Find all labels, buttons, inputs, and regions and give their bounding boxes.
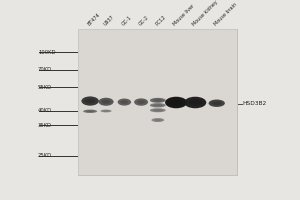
Text: Mouse liver: Mouse liver bbox=[172, 4, 196, 27]
Text: 100KD: 100KD bbox=[38, 50, 56, 55]
Ellipse shape bbox=[98, 98, 114, 106]
Text: 55KD: 55KD bbox=[38, 85, 52, 90]
Text: 40KD: 40KD bbox=[38, 108, 52, 113]
Ellipse shape bbox=[153, 109, 163, 111]
Ellipse shape bbox=[85, 99, 95, 103]
Ellipse shape bbox=[103, 110, 110, 112]
Text: GC-1: GC-1 bbox=[121, 15, 133, 27]
Ellipse shape bbox=[81, 96, 99, 106]
FancyBboxPatch shape bbox=[78, 29, 238, 175]
Ellipse shape bbox=[83, 110, 97, 113]
Text: 70KD: 70KD bbox=[38, 67, 52, 72]
Ellipse shape bbox=[118, 99, 131, 106]
Text: BT474: BT474 bbox=[87, 12, 101, 27]
Text: GC-2: GC-2 bbox=[138, 15, 150, 27]
Text: HSD3B2: HSD3B2 bbox=[242, 101, 266, 106]
Ellipse shape bbox=[208, 100, 225, 107]
Text: 35KD: 35KD bbox=[38, 123, 52, 128]
Text: PC12: PC12 bbox=[154, 15, 167, 27]
Ellipse shape bbox=[165, 97, 187, 108]
FancyBboxPatch shape bbox=[78, 29, 238, 175]
Ellipse shape bbox=[86, 110, 94, 112]
Ellipse shape bbox=[100, 110, 112, 112]
Ellipse shape bbox=[101, 100, 111, 104]
Ellipse shape bbox=[153, 104, 163, 106]
Ellipse shape bbox=[212, 101, 222, 105]
Ellipse shape bbox=[150, 103, 166, 107]
Ellipse shape bbox=[189, 100, 202, 105]
Ellipse shape bbox=[152, 118, 164, 122]
Ellipse shape bbox=[154, 119, 162, 121]
Ellipse shape bbox=[120, 100, 128, 104]
Ellipse shape bbox=[134, 98, 148, 106]
Ellipse shape bbox=[169, 100, 183, 105]
Ellipse shape bbox=[153, 99, 163, 102]
Ellipse shape bbox=[184, 97, 206, 108]
Ellipse shape bbox=[150, 108, 166, 112]
Text: U937: U937 bbox=[103, 15, 115, 27]
Text: 25KD: 25KD bbox=[38, 153, 52, 158]
Text: Mouse kidney: Mouse kidney bbox=[192, 0, 219, 27]
Ellipse shape bbox=[137, 100, 145, 104]
Ellipse shape bbox=[150, 98, 166, 103]
Text: Mouse brain: Mouse brain bbox=[213, 2, 238, 27]
